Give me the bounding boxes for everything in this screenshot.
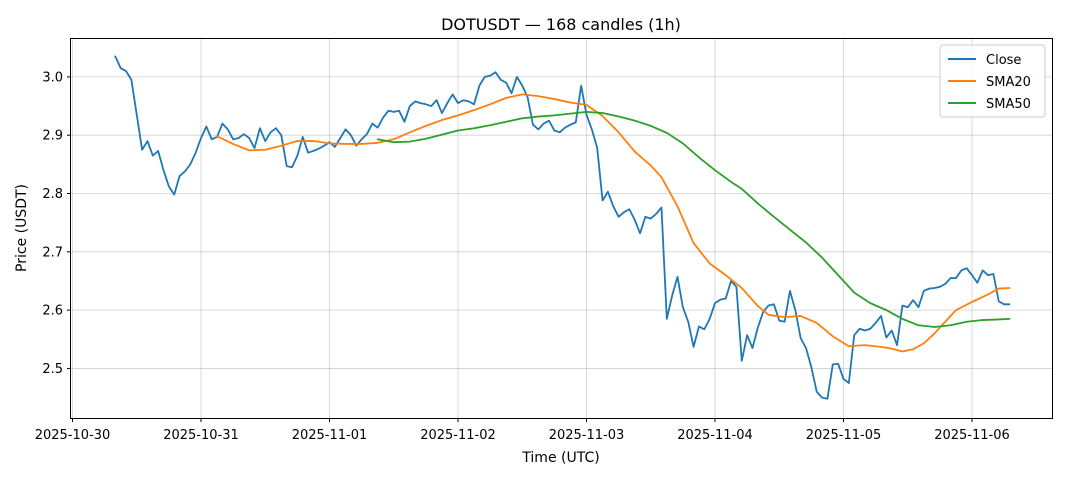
x-tick-label: 2025-11-06	[934, 428, 1010, 443]
legend: Close SMA20 SMA50	[939, 44, 1046, 118]
y-axis: 2.5 2.6 2.7 2.8 2.9 3.0	[42, 70, 71, 377]
x-tick-label: 2025-11-01	[292, 428, 368, 443]
y-tick-label: 2.8	[42, 187, 63, 202]
y-tick-label: 2.7	[42, 245, 63, 260]
x-tick-label: 2025-10-30	[35, 428, 111, 443]
legend-label-sma20: SMA20	[986, 75, 1031, 90]
y-tick-label: 3.0	[42, 70, 63, 85]
grid	[71, 39, 1052, 418]
legend-label-close: Close	[986, 53, 1021, 68]
series-line-sma20	[216, 93, 1011, 353]
series-layer	[114, 55, 1011, 400]
plot-frame	[70, 38, 1053, 419]
series-line-sma50	[376, 110, 1011, 328]
chart-title: DOTUSDT — 168 candles (1h)	[441, 15, 681, 34]
x-axis: 2025-10-30 2025-10-31 2025-11-01 2025-11-02…	[35, 418, 1010, 443]
legend-box	[939, 44, 1046, 118]
x-axis-title: Time (UTC)	[521, 450, 599, 466]
x-tick-label: 2025-11-02	[420, 428, 496, 443]
y-tick-label: 2.5	[42, 362, 63, 377]
legend-label-sma50: SMA50	[986, 97, 1031, 112]
x-tick-label: 2025-11-05	[806, 428, 882, 443]
y-tick-label: 2.6	[42, 304, 63, 319]
y-tick-label: 2.9	[42, 129, 63, 144]
y-axis-title: Price (USDT)	[14, 184, 30, 272]
x-tick-label: 2025-11-04	[677, 428, 753, 443]
x-tick-label: 2025-10-31	[163, 428, 239, 443]
x-tick-label: 2025-11-03	[549, 428, 625, 443]
series-line-close	[114, 55, 1011, 400]
